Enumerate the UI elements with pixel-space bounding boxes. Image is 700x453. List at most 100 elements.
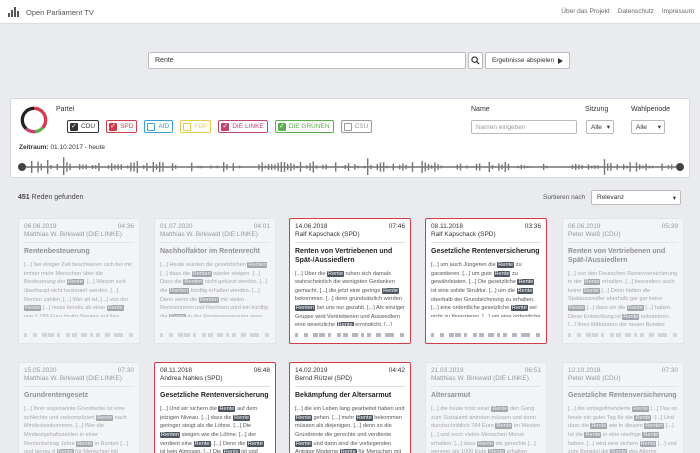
timeline-end-handle[interactable] xyxy=(676,163,684,171)
card-hit-timeline[interactable] xyxy=(568,333,680,337)
timeline-bar xyxy=(136,161,138,173)
checkbox-icon[interactable] xyxy=(183,122,192,131)
timeline-bar xyxy=(376,164,378,170)
timeline-bar xyxy=(146,163,148,171)
card-duration: 06:51 xyxy=(524,367,541,374)
timeline-bar xyxy=(597,165,599,169)
party-filter-die-linke[interactable]: ✓ DIE LINKE xyxy=(218,120,268,133)
timeline-bar xyxy=(581,164,583,170)
timeline-bar xyxy=(277,162,279,172)
card-hit-timeline[interactable] xyxy=(295,333,407,337)
timeline-start-handle[interactable] xyxy=(18,163,26,171)
timeline-bar xyxy=(40,163,42,171)
timeline-bar xyxy=(322,164,324,170)
speech-card[interactable]: 08.11.2018 03:36 Ralf Kapschack (SPD) Geset… xyxy=(425,218,547,344)
name-filter-input[interactable]: Namen eingeben xyxy=(471,120,577,134)
nav-about-link[interactable]: Über das Projekt xyxy=(561,8,610,15)
card-date: 12.10.2018 xyxy=(568,367,601,374)
search-highlight: Rente xyxy=(517,279,535,286)
timeline-bar xyxy=(133,162,135,172)
timeline-histogram[interactable] xyxy=(17,153,685,175)
name-filter-label: Name xyxy=(471,106,490,113)
play-icon xyxy=(558,57,564,64)
hit-marker xyxy=(265,333,269,337)
card-duration: 04:01 xyxy=(253,223,270,230)
card-snippet: [...] von den Deutschen Rentenversicheru… xyxy=(568,270,678,326)
time-range-value: 01.10.2017 - heute xyxy=(50,144,106,151)
checkbox-icon[interactable]: ✓ xyxy=(109,122,118,131)
hit-marker xyxy=(304,333,308,337)
play-results-button[interactable]: Ergebnisse abspielen xyxy=(485,52,571,69)
timeline-bar xyxy=(111,163,113,171)
search-highlight: Renten xyxy=(169,287,190,294)
speech-card[interactable]: 01.07.2020 04:01 Matthias W. Birkwald (DIE… xyxy=(154,218,276,344)
search-input[interactable]: Rente xyxy=(148,52,466,69)
timeline-bar xyxy=(98,162,100,172)
card-snippet: [...] Heute wurden die gesetzlichen Rent… xyxy=(155,257,275,317)
party-filter-spd[interactable]: ✓ SPD xyxy=(106,120,138,133)
sort-select[interactable]: Relevanz ▾ xyxy=(591,190,681,205)
party-filter-fdp[interactable]: FDP xyxy=(180,120,212,133)
speech-card[interactable]: 15.05.2020 07:30 Matthias W. Birkwald (DIE… xyxy=(18,362,140,453)
card-hit-timeline[interactable] xyxy=(160,333,272,337)
card-header: 14.06.2018 07:46 xyxy=(290,219,410,230)
card-snippet: [...] die umlagefinanzierte Rente [...] … xyxy=(563,401,683,453)
timeline-bar xyxy=(290,162,292,172)
checkbox-icon[interactable]: ✓ xyxy=(70,122,78,131)
search-button[interactable] xyxy=(468,52,483,69)
period-select[interactable]: Alle ▾ xyxy=(631,120,665,134)
hit-marker xyxy=(658,333,664,337)
search-highlight: Rente xyxy=(295,440,312,447)
hit-marker xyxy=(352,333,358,337)
party-filter-csu[interactable]: CSU xyxy=(340,120,373,133)
search-highlight: Rente xyxy=(582,287,600,294)
hit-marker xyxy=(33,333,37,337)
checkbox-icon[interactable] xyxy=(343,122,352,131)
card-date: 15.05.2020 xyxy=(24,367,57,374)
timeline-bar xyxy=(379,162,382,172)
search-highlight: Rente xyxy=(491,406,509,412)
hit-marker xyxy=(586,333,591,337)
timeline-bar xyxy=(434,162,436,172)
nav-privacy-link[interactable]: Datenschutz xyxy=(617,8,654,15)
party-filter-label: CDU xyxy=(81,123,96,130)
hit-marker xyxy=(673,333,677,337)
results-count-suffix: Reden gefunden xyxy=(31,194,84,201)
search-highlight: Rente xyxy=(327,270,344,277)
hit-marker xyxy=(313,333,318,337)
speech-card[interactable]: 08.11.2018 06:48 Andrea Nahles (SPD) Gesetz… xyxy=(154,362,276,453)
session-select[interactable]: Alle ▾ xyxy=(586,120,614,134)
card-duration: 07:30 xyxy=(117,367,134,374)
search-highlight: Rente xyxy=(382,287,400,294)
card-hit-timeline[interactable] xyxy=(24,333,136,337)
sort-select-value: Relevanz xyxy=(597,194,625,201)
speech-card[interactable]: 21.03.2019 06:51 Matthias W. Birkwald (DIE… xyxy=(425,362,547,453)
checkbox-icon[interactable] xyxy=(147,122,156,131)
checkbox-icon[interactable]: ✓ xyxy=(221,122,230,131)
speech-card[interactable]: 14.06.2018 07:46 Ralf Kapschack (SPD) Rente… xyxy=(289,218,411,344)
timeline-bar xyxy=(315,165,318,169)
nav-imprint-link[interactable]: Impressum xyxy=(661,8,694,15)
session-select-value: Alle xyxy=(591,123,602,131)
logo-icon xyxy=(8,7,20,17)
speech-card[interactable]: 12.10.2018 07:30 Peter Weiß (CDU) Gesetzlic… xyxy=(562,362,684,453)
card-snippet: [...] Über die Rente ruhen sich damals w… xyxy=(290,266,410,326)
timeline-bar xyxy=(197,165,199,169)
hit-marker xyxy=(455,333,461,337)
brand[interactable]: Open Parliament TV xyxy=(8,7,94,17)
party-filter-die-grünen[interactable]: ✓ DIE GRÜNEN xyxy=(274,120,334,133)
results-count: 451 Reden gefunden xyxy=(18,194,83,201)
hit-marker xyxy=(57,333,60,337)
party-filter-cdu[interactable]: ✓ CDU xyxy=(67,120,100,133)
hit-marker xyxy=(160,333,163,337)
party-distribution-donut xyxy=(20,106,48,134)
timeline-bar xyxy=(258,164,260,170)
speech-card[interactable]: 06.06.2019 05:39 Peter Weiß (CDU) Renten vo… xyxy=(562,218,684,344)
timeline-bar xyxy=(335,162,337,172)
checkbox-icon[interactable]: ✓ xyxy=(277,122,286,131)
speech-card[interactable]: 06.06.2019 04:36 Matthias W. Birkwald (DIE… xyxy=(18,218,140,344)
speech-card[interactable]: 14.02.2019 04:42 Bernd Rützel (SPD) Bekämpf… xyxy=(289,362,411,453)
party-filter-afd[interactable]: AfD xyxy=(144,120,174,133)
card-hit-timeline[interactable] xyxy=(431,333,543,337)
sort-label: Sortieren nach xyxy=(543,194,586,201)
